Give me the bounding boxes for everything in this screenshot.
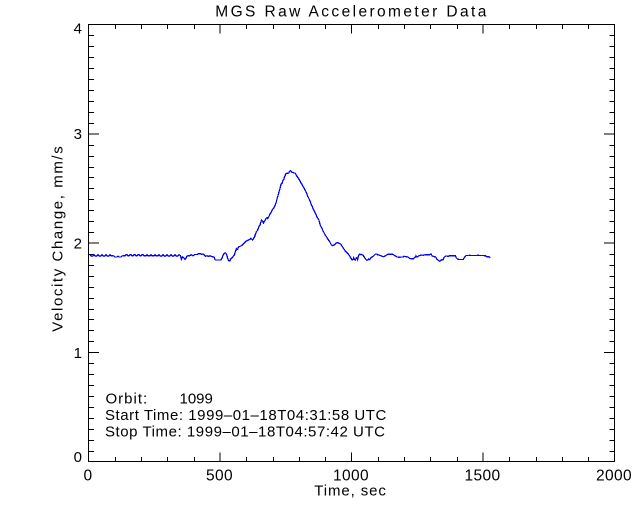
svg-text:1500: 1500 — [465, 467, 501, 484]
svg-text:3: 3 — [74, 126, 82, 143]
svg-text:500: 500 — [206, 467, 233, 484]
svg-text:0: 0 — [74, 449, 82, 466]
svg-text:2000: 2000 — [596, 467, 632, 484]
svg-text:1000: 1000 — [333, 467, 369, 484]
svg-text:Orbit:: Orbit: — [106, 391, 149, 408]
svg-text:4: 4 — [74, 20, 82, 37]
svg-text:Velocity Change, mm/s: Velocity Change, mm/s — [50, 145, 67, 332]
svg-text:Stop Time: 1999–01–18T04:57:42: Stop Time: 1999–01–18T04:57:42 UTC — [105, 424, 386, 441]
svg-text:1099: 1099 — [180, 391, 213, 408]
svg-text:2: 2 — [74, 235, 82, 252]
svg-text:Time, sec: Time, sec — [314, 483, 387, 500]
svg-text:0: 0 — [84, 467, 93, 484]
svg-text:1: 1 — [74, 345, 82, 362]
svg-text:Start Time: 1999–01–18T04:31:5: Start Time: 1999–01–18T04:31:58 UTC — [105, 407, 387, 424]
svg-text:MGS Raw Accelerometer Data: MGS Raw Accelerometer Data — [215, 4, 488, 21]
